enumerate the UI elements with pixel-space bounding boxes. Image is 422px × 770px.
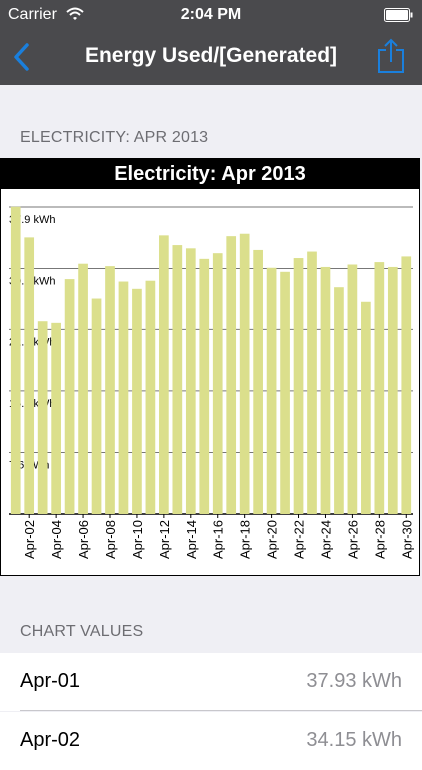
- x-tick-label: Apr-06: [76, 520, 91, 559]
- bar: [64, 279, 75, 514]
- status-bar: Carrier 2:04 PM: [0, 0, 422, 30]
- row-divider: [20, 710, 422, 711]
- chart-section-header: ELECTRICITY: APR 2013: [20, 129, 209, 146]
- bar: [91, 298, 102, 514]
- bar: [172, 245, 183, 515]
- x-tick-label: Apr-16: [211, 520, 226, 559]
- battery-icon: [384, 8, 413, 22]
- x-tick-label: Apr-14: [184, 520, 199, 559]
- bar: [334, 287, 344, 514]
- x-tick-label: Apr-12: [157, 520, 172, 559]
- bar: [293, 258, 304, 514]
- x-tick-label: Apr-30: [399, 520, 414, 559]
- bar: [361, 301, 371, 514]
- x-tick-label: Apr-20: [265, 520, 280, 559]
- x-tick-label: Apr-24: [318, 520, 333, 559]
- wifi-icon: [66, 7, 84, 20]
- x-tick-label: Apr-02: [22, 520, 37, 559]
- bar: [307, 251, 317, 514]
- bar: [347, 264, 358, 514]
- x-tick-label: Apr-26: [345, 520, 360, 559]
- bar: [185, 248, 196, 514]
- x-tick-label: Apr-08: [103, 520, 118, 559]
- bar: [10, 206, 21, 514]
- bar: [24, 237, 35, 515]
- page-title: Energy Used/[Generated]: [84, 44, 338, 67]
- bar: [78, 263, 88, 514]
- bar: [401, 256, 412, 514]
- bar: [37, 321, 48, 514]
- list-item[interactable]: Apr-01 37.93 kWh: [0, 653, 422, 711]
- x-tick-label: Apr-10: [130, 520, 145, 559]
- row-date: Apr-02: [20, 729, 81, 751]
- y-tick-label: 37.9 kWh: [9, 214, 55, 226]
- list-item[interactable]: Apr-02 34.15 kWh: [0, 712, 422, 770]
- bar: [145, 280, 156, 514]
- x-tick-label: Apr-04: [49, 520, 64, 559]
- x-tick-label: Apr-22: [292, 520, 307, 559]
- bar-chart: Electricity: Apr 2013 37.9 kWh30.3 kWh22…: [0, 158, 420, 576]
- bar: [374, 262, 385, 514]
- bar: [51, 322, 61, 514]
- row-date: Apr-01: [20, 670, 81, 692]
- status-time: 2:04 PM: [180, 6, 242, 23]
- x-tick-label: Apr-18: [238, 520, 253, 559]
- bar: [159, 235, 169, 514]
- bar: [266, 267, 277, 514]
- bar: [105, 266, 115, 514]
- row-value: 34.15 kWh: [306, 729, 402, 751]
- chart-canvas: 37.9 kWh30.3 kWh22.8 kWh15.2 kWh7.6 kWhA…: [9, 206, 414, 559]
- chart-title: Electricity: Apr 2013: [1, 159, 419, 189]
- navigation-bar: Energy Used/[Generated]: [0, 30, 422, 85]
- carrier-label: Carrier: [8, 6, 57, 23]
- bar: [253, 249, 263, 514]
- share-icon[interactable]: [376, 38, 406, 74]
- bar: [118, 281, 129, 514]
- chevron-left-icon[interactable]: [10, 42, 34, 72]
- x-tick-label: Apr-28: [372, 520, 387, 559]
- bar: [212, 253, 223, 514]
- bar: [280, 271, 290, 514]
- bar: [132, 288, 142, 514]
- bar: [199, 258, 210, 514]
- bar: [387, 266, 398, 514]
- chart-values-header: CHART VALUES: [20, 623, 144, 640]
- bar: [239, 233, 250, 514]
- bar: [226, 236, 237, 514]
- bar: [320, 266, 331, 514]
- row-value: 37.93 kWh: [306, 670, 402, 692]
